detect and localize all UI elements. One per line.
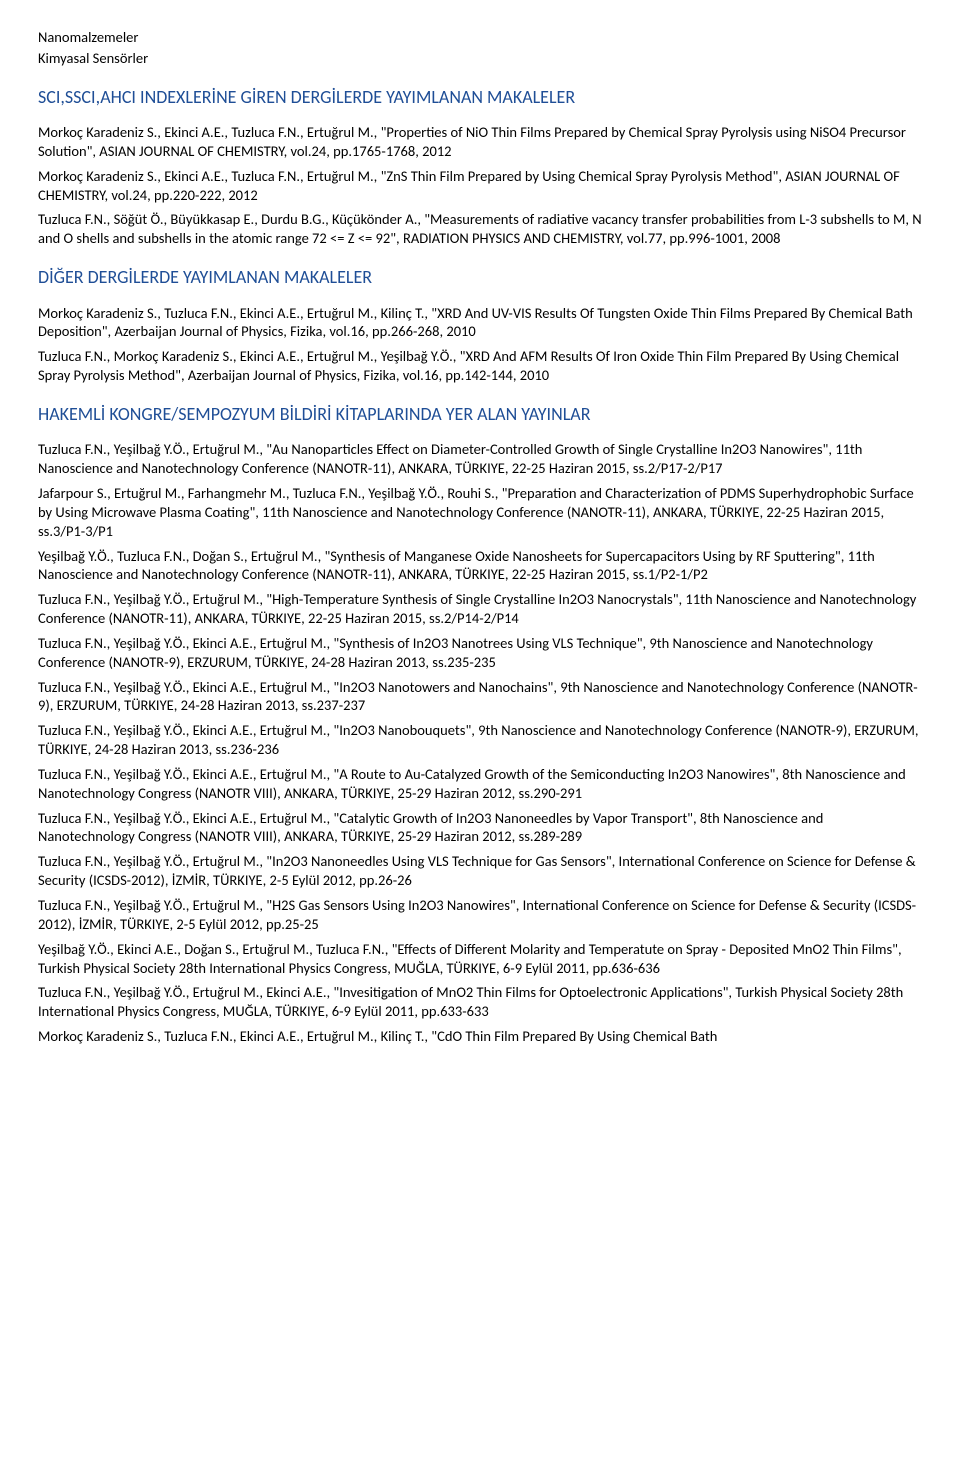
sci-item-3: Tuzluca F.N., Söğüt Ö., Büyükkasap E., D… bbox=[38, 210, 922, 248]
conf-item-5: Tuzluca F.N., Yeşilbağ Y.Ö., Ekinci A.E.… bbox=[38, 634, 922, 672]
topic-2: Kimyasal Sensörler bbox=[38, 49, 922, 68]
conf-item-3: Yeşilbağ Y.Ö., Tuzluca F.N., Doğan S., E… bbox=[38, 547, 922, 585]
topics-block: Nanomalzemeler Kimyasal Sensörler bbox=[38, 28, 922, 68]
conf-item-7: Tuzluca F.N., Yeşilbağ Y.Ö., Ekinci A.E.… bbox=[38, 721, 922, 759]
topic-1: Nanomalzemeler bbox=[38, 28, 922, 47]
conf-item-4: Tuzluca F.N., Yeşilbağ Y.Ö., Ertuğrul M.… bbox=[38, 590, 922, 628]
conf-item-14: Morkoç Karadeniz S., Tuzluca F.N., Ekinc… bbox=[38, 1027, 922, 1046]
other-item-1: Morkoç Karadeniz S., Tuzluca F.N., Ekinc… bbox=[38, 304, 922, 342]
conf-item-13: Tuzluca F.N., Yeşilbağ Y.Ö., Ertuğrul M.… bbox=[38, 983, 922, 1021]
conf-item-6: Tuzluca F.N., Yeşilbağ Y.Ö., Ekinci A.E.… bbox=[38, 678, 922, 716]
section-conf-title: HAKEMLİ KONGRE/SEMPOZYUM BİLDİRİ KİTAPLA… bbox=[38, 403, 922, 426]
conf-item-8: Tuzluca F.N., Yeşilbağ Y.Ö., Ekinci A.E.… bbox=[38, 765, 922, 803]
other-item-2: Tuzluca F.N., Morkoç Karadeniz S., Ekinc… bbox=[38, 347, 922, 385]
conf-item-1: Tuzluca F.N., Yeşilbağ Y.Ö., Ertuğrul M.… bbox=[38, 440, 922, 478]
sci-item-2: Morkoç Karadeniz S., Ekinci A.E., Tuzluc… bbox=[38, 167, 922, 205]
conf-item-11: Tuzluca F.N., Yeşilbağ Y.Ö., Ertuğrul M.… bbox=[38, 896, 922, 934]
conf-item-9: Tuzluca F.N., Yeşilbağ Y.Ö., Ekinci A.E.… bbox=[38, 809, 922, 847]
conf-item-2: Jafarpour S., Ertuğrul M., Farhangmehr M… bbox=[38, 484, 922, 541]
conf-item-10: Tuzluca F.N., Yeşilbağ Y.Ö., Ertuğrul M.… bbox=[38, 852, 922, 890]
section-other-title: DİĞER DERGİLERDE YAYIMLANAN MAKALELER bbox=[38, 266, 922, 289]
conf-item-12: Yeşilbağ Y.Ö., Ekinci A.E., Doğan S., Er… bbox=[38, 940, 922, 978]
section-sci-title: SCI,SSCI,AHCI INDEXLERİNE GİREN DERGİLER… bbox=[38, 86, 922, 109]
sci-item-1: Morkoç Karadeniz S., Ekinci A.E., Tuzluc… bbox=[38, 123, 922, 161]
